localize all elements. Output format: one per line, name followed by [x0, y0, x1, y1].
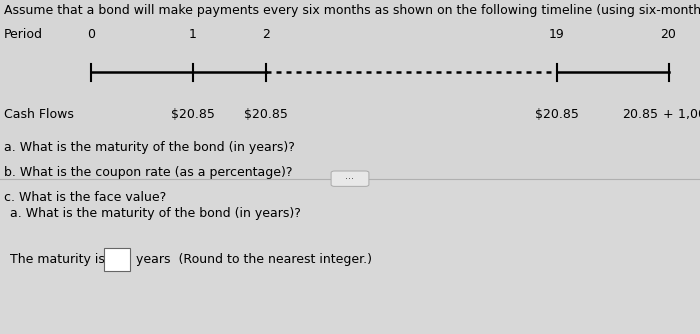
- Text: $20.85: $20.85: [535, 108, 578, 121]
- Text: a. What is the maturity of the bond (in years)?: a. What is the maturity of the bond (in …: [10, 207, 302, 220]
- Text: Period: Period: [4, 28, 43, 41]
- FancyBboxPatch shape: [104, 248, 130, 271]
- Text: ···: ···: [346, 174, 354, 184]
- Text: years  (Round to the nearest integer.): years (Round to the nearest integer.): [136, 253, 372, 266]
- Bar: [0, 179, 700, 334]
- Text: 0: 0: [87, 28, 95, 41]
- Text: 2: 2: [262, 28, 270, 41]
- Text: $20.85: $20.85: [244, 108, 288, 121]
- Text: The maturity is: The maturity is: [10, 253, 106, 266]
- Text: Assume that a bond will make payments every six months as shown on the following: Assume that a bond will make payments ev…: [4, 4, 700, 17]
- Text: 19: 19: [549, 28, 564, 41]
- Text: c. What is the face value?: c. What is the face value?: [4, 191, 166, 204]
- Text: b. What is the coupon rate (as a percentage)?: b. What is the coupon rate (as a percent…: [4, 166, 292, 179]
- Text: $20.85 + $1,000: $20.85 + $1,000: [622, 107, 700, 121]
- Text: $20.85: $20.85: [171, 108, 214, 121]
- Text: 20: 20: [661, 28, 676, 41]
- FancyBboxPatch shape: [331, 171, 369, 186]
- Text: a. What is the maturity of the bond (in years)?: a. What is the maturity of the bond (in …: [4, 141, 295, 154]
- Text: Cash Flows: Cash Flows: [4, 108, 74, 121]
- Text: 1: 1: [188, 28, 197, 41]
